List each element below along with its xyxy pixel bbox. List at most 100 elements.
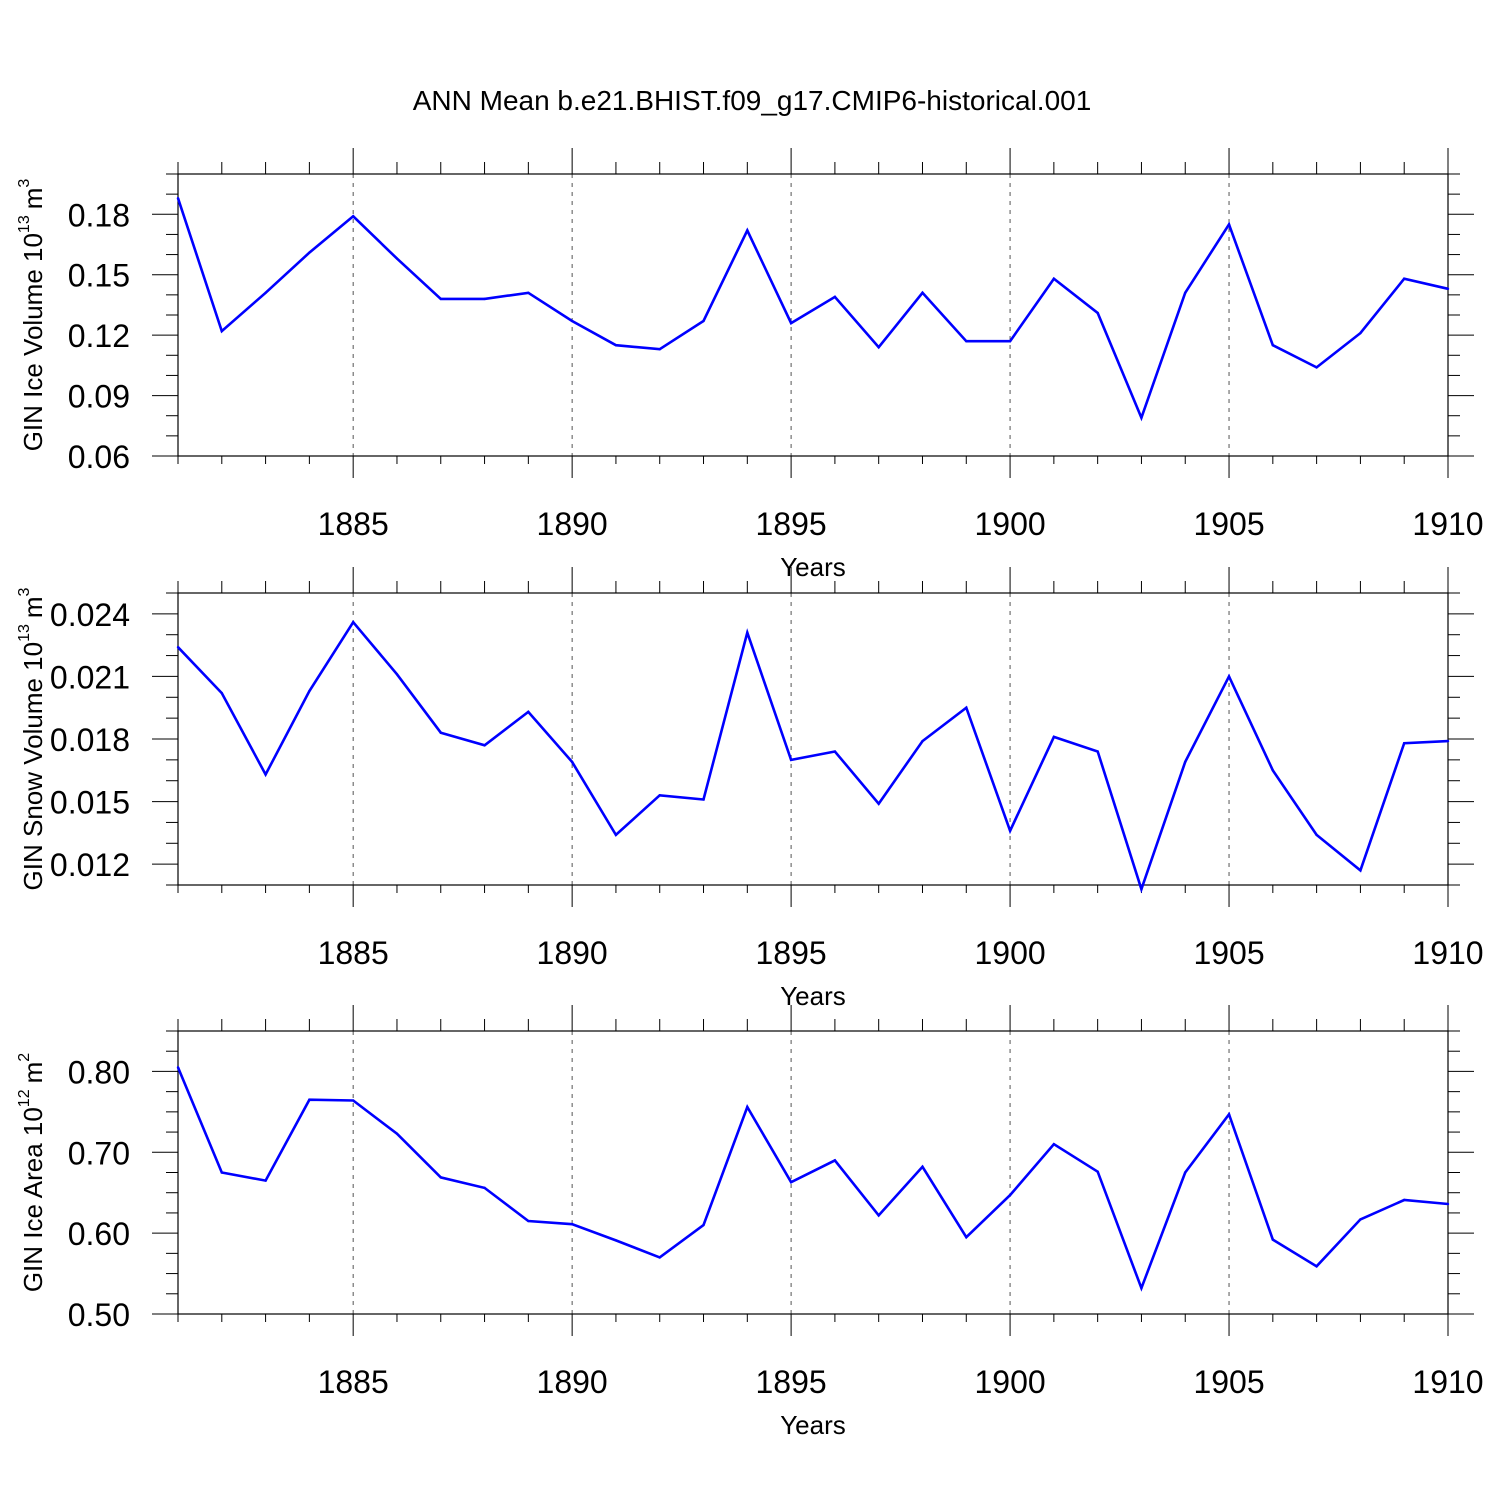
x-tick-label: 1910 bbox=[1412, 1364, 1483, 1400]
data-point-1890 bbox=[570, 319, 574, 323]
y-axis-title-exponent: 12 bbox=[16, 1089, 33, 1107]
series-line-2-1 bbox=[177, 620, 1449, 894]
x-tick-label: 1910 bbox=[1412, 506, 1483, 542]
data-point-1899 bbox=[965, 706, 968, 709]
y-axis-title: GIN Ice Area 1012 m2 bbox=[16, 1053, 48, 1292]
x-tick-label: 1905 bbox=[1193, 935, 1264, 971]
y-tick-label: 0.50 bbox=[68, 1297, 130, 1333]
data-point-1901 bbox=[1052, 277, 1056, 280]
data-point-1884 bbox=[308, 251, 311, 254]
data-point-1885 bbox=[351, 215, 355, 218]
data-point-1890 bbox=[570, 1223, 574, 1226]
y-tick-label: 0.60 bbox=[68, 1216, 130, 1252]
x-tick-label: 1895 bbox=[756, 1364, 827, 1400]
data-point-1890 bbox=[570, 760, 574, 764]
y-axis-title-unit: m bbox=[18, 188, 48, 210]
data-point-1883 bbox=[264, 773, 267, 776]
data-point-1907 bbox=[1315, 833, 1318, 837]
data-point-1907 bbox=[1315, 1265, 1318, 1268]
data-point-1891 bbox=[614, 833, 618, 837]
data-point-1887 bbox=[439, 1176, 442, 1179]
data-point-1897 bbox=[877, 346, 880, 349]
x-tick-label: 1895 bbox=[756, 506, 827, 542]
data-point-1882 bbox=[220, 691, 223, 695]
data-point-1886 bbox=[395, 1132, 399, 1135]
data-point-1906 bbox=[1271, 1238, 1275, 1241]
data-point-1888 bbox=[483, 1186, 486, 1190]
y-axis-title-text: GIN Ice Volume 10 bbox=[18, 233, 48, 451]
data-point-1898 bbox=[921, 739, 924, 743]
y-tick-label: 0.15 bbox=[68, 258, 130, 294]
data-point-1907 bbox=[1315, 366, 1318, 369]
y-axis-title-unit-exponent: 3 bbox=[16, 179, 33, 188]
x-tick-label: 1890 bbox=[537, 506, 608, 542]
data-point-1902 bbox=[1096, 1170, 1099, 1173]
y-axis-title-unit: m bbox=[18, 1062, 48, 1084]
data-point-1889 bbox=[527, 1219, 530, 1223]
data-point-1891 bbox=[614, 1239, 618, 1242]
data-point-1881 bbox=[176, 646, 180, 649]
y-tick-label: 0.09 bbox=[68, 379, 130, 415]
x-tick-label: 1910 bbox=[1412, 935, 1483, 971]
data-point-1903 bbox=[1140, 887, 1143, 891]
data-point-1903 bbox=[1140, 416, 1143, 419]
data-point-1889 bbox=[527, 291, 530, 295]
data-point-1909 bbox=[1403, 1198, 1406, 1202]
y-tick-label: 0.024 bbox=[50, 597, 130, 633]
data-point-1900 bbox=[1008, 1193, 1012, 1197]
data-point-1882 bbox=[220, 1171, 223, 1174]
data-point-1895 bbox=[789, 758, 793, 762]
data-point-1909 bbox=[1403, 277, 1406, 280]
x-tick-label: 1890 bbox=[537, 935, 608, 971]
data-point-1903 bbox=[1140, 1286, 1143, 1290]
data-point-1910 bbox=[1446, 287, 1450, 291]
series-line-3-1 bbox=[176, 1066, 1449, 1292]
data-point-1893 bbox=[702, 798, 705, 801]
data-point-1888 bbox=[483, 297, 486, 301]
data-point-1904 bbox=[1184, 760, 1187, 764]
y-tick-label: 0.18 bbox=[68, 197, 130, 233]
data-point-1881 bbox=[176, 1066, 180, 1069]
data-point-1898 bbox=[921, 1165, 924, 1169]
chart-panel-1: 1885 1890 1895 1900 1905 1910 Years 0.06 0.09 0.1… bbox=[16, 148, 1484, 582]
data-point-1910 bbox=[1446, 1202, 1450, 1206]
x-tick-label: 1885 bbox=[318, 1364, 389, 1400]
data-point-1905 bbox=[1227, 223, 1231, 226]
data-point-1901 bbox=[1052, 1143, 1056, 1146]
x-tick-label: 1905 bbox=[1193, 506, 1264, 542]
chart-panel-2: 1885 1890 1895 1900 1905 1910 Years 0.012 0.015 0… bbox=[16, 567, 1484, 1011]
data-point-1905 bbox=[1227, 1113, 1231, 1116]
data-point-1906 bbox=[1271, 769, 1275, 772]
data-point-1883 bbox=[264, 291, 267, 295]
y-tick-label: 0.12 bbox=[68, 318, 130, 354]
y-axis-title-exponent: 13 bbox=[16, 624, 33, 642]
data-point-1895 bbox=[789, 321, 793, 325]
data-point-1904 bbox=[1184, 291, 1187, 295]
data-point-1894 bbox=[746, 631, 749, 634]
data-point-1893 bbox=[702, 1223, 705, 1227]
y-tick-label: 0.06 bbox=[68, 439, 130, 475]
data-point-1892 bbox=[658, 1256, 661, 1259]
x-tick-label: 1900 bbox=[974, 506, 1045, 542]
data-point-1884 bbox=[308, 1098, 311, 1101]
chart-title: ANN Mean b.e21.BHIST.f09_g17.CMIP6-histo… bbox=[413, 85, 1092, 116]
data-point-1896 bbox=[833, 750, 837, 753]
y-axis-title-exponent: 13 bbox=[16, 215, 33, 233]
data-point-1908 bbox=[1359, 331, 1362, 335]
y-tick-label: 0.80 bbox=[68, 1054, 130, 1090]
data-point-1901 bbox=[1052, 735, 1056, 739]
x-tick-label: 1885 bbox=[318, 935, 389, 971]
y-tick-label: 0.012 bbox=[50, 847, 130, 883]
data-point-1881 bbox=[176, 196, 180, 200]
chart-panels: 1885 1890 1895 1900 1905 1910 Years 0.06 0.09 0.1… bbox=[16, 148, 1484, 1440]
y-axis-title: GIN Snow Volume 1013 m3 bbox=[16, 587, 48, 890]
data-point-1884 bbox=[308, 689, 311, 693]
data-point-1889 bbox=[527, 710, 530, 714]
data-point-1906 bbox=[1271, 344, 1275, 347]
x-tick-label: 1885 bbox=[318, 506, 389, 542]
x-tick-label: 1890 bbox=[537, 1364, 608, 1400]
data-point-1891 bbox=[614, 344, 618, 347]
data-point-1897 bbox=[877, 802, 880, 805]
y-tick-label: 0.70 bbox=[68, 1135, 130, 1171]
